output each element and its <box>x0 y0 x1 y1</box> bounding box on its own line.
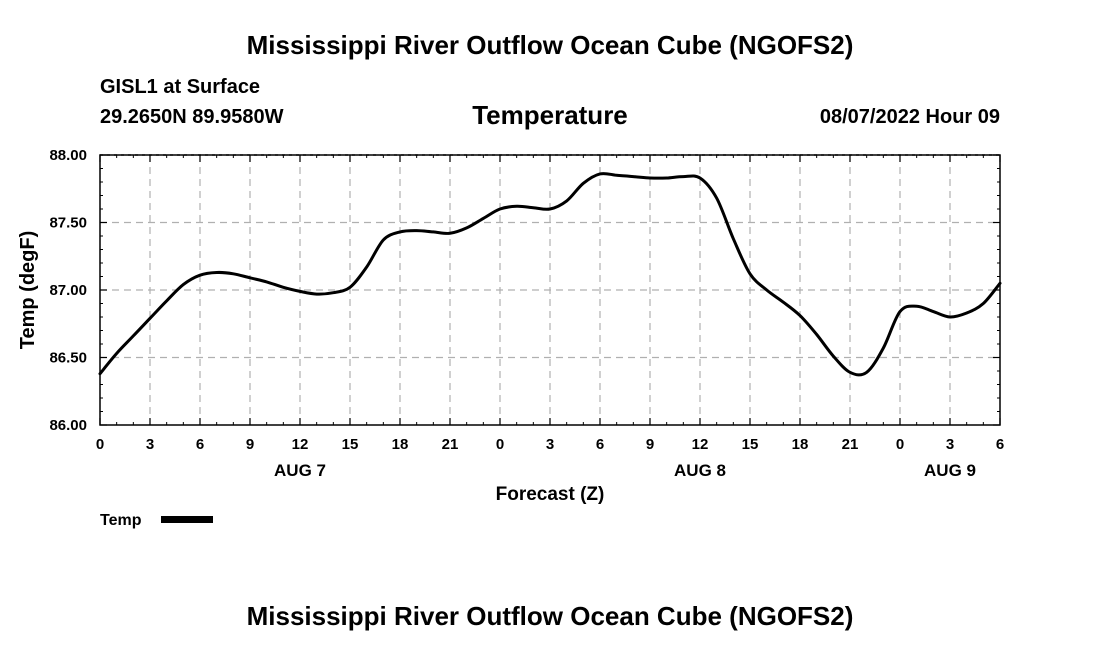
axis-ticks: 0 3 6 9 12 15 18 21 0 3 6 9 12 15 18 21 0 3 6 86.00 86.50 87.… <box>49 147 1004 480</box>
x-tick-label: 9 <box>246 436 254 453</box>
x-day-label: AUG 7 <box>274 461 326 480</box>
grid <box>100 154 1000 425</box>
y-tick-label: 86.50 <box>49 350 87 367</box>
x-tick-label: 6 <box>196 436 204 453</box>
main-title: Mississippi River Outflow Ocean Cube (NG… <box>246 30 854 60</box>
x-tick-label: 6 <box>596 436 604 453</box>
x-axis-label: Forecast (Z) <box>496 484 605 505</box>
x-tick-label: 18 <box>392 436 409 453</box>
x-tick-label: 12 <box>692 436 709 453</box>
forecast-timestamp: 08/07/2022 Hour 09 <box>819 106 1000 128</box>
x-tick-label: 21 <box>442 436 459 453</box>
x-tick-label: 15 <box>742 436 759 453</box>
x-tick-label: 6 <box>996 436 1004 453</box>
station-name: GISL1 at Surface <box>100 76 261 98</box>
y-tick-label: 87.50 <box>49 215 87 232</box>
x-tick-label: 3 <box>946 436 954 453</box>
x-tick-label: 18 <box>792 436 809 453</box>
legend-label: Temp <box>100 512 142 529</box>
x-tick-label: 0 <box>96 436 104 453</box>
y-tick-label: 87.00 <box>49 282 87 299</box>
x-tick-label: 3 <box>146 436 154 453</box>
x-tick-label: 12 <box>292 436 309 453</box>
x-day-label: AUG 9 <box>924 461 976 480</box>
x-tick-label: 0 <box>496 436 504 453</box>
x-tick-label: 3 <box>546 436 554 453</box>
x-tick-label: 9 <box>646 436 654 453</box>
y-tick-label: 86.00 <box>49 417 87 434</box>
x-day-label: AUG 8 <box>674 461 726 480</box>
station-coords: 29.2650N 89.9580W <box>100 106 284 128</box>
footer-title: Mississippi River Outflow Ocean Cube (NG… <box>246 601 854 631</box>
chart-title: Temperature <box>472 100 628 130</box>
legend-swatch <box>161 516 213 523</box>
y-axis-label: Temp (degF) <box>17 231 39 350</box>
y-tick-label: 88.00 <box>49 147 87 164</box>
x-tick-label: 21 <box>842 436 859 453</box>
temp-series-line <box>98 172 1002 377</box>
x-tick-label: 15 <box>342 436 359 453</box>
x-tick-label: 0 <box>896 436 904 453</box>
